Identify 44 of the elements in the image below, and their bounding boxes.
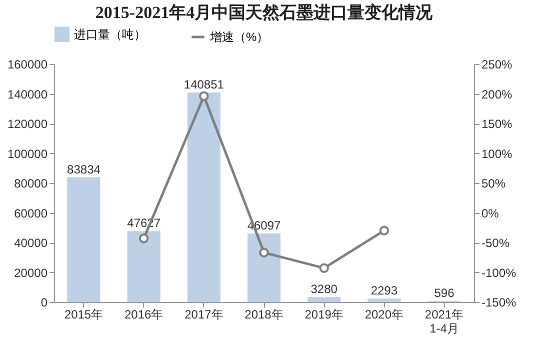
y2-tick-label: 0% bbox=[482, 206, 500, 220]
y2-tick-label: -50% bbox=[482, 236, 510, 250]
y-tick-label: 100000 bbox=[7, 146, 48, 161]
data-label: 83834 bbox=[67, 162, 101, 176]
bar bbox=[187, 92, 220, 302]
x-tick-label: 2016年 bbox=[124, 308, 164, 322]
x-tick-label: 2017年 bbox=[184, 308, 224, 322]
bar bbox=[368, 298, 401, 302]
y2-tick-label: 150% bbox=[482, 117, 513, 131]
y-tick-label: 20000 bbox=[14, 266, 48, 280]
point bbox=[259, 248, 269, 258]
legend-label: 进口量（吨） bbox=[74, 27, 146, 42]
point bbox=[319, 263, 329, 273]
y2-tick-label: -100% bbox=[482, 266, 517, 280]
chart-title: 2015-2021年4月中国天然石墨进口量变化情况 bbox=[95, 3, 434, 22]
data-label: 3280 bbox=[310, 282, 338, 296]
y-tick-label: 80000 bbox=[14, 176, 48, 190]
x-tick-label: 2019年 bbox=[304, 308, 344, 322]
y2-tick-label: 250% bbox=[482, 58, 513, 72]
bar bbox=[67, 177, 100, 302]
bar bbox=[308, 297, 341, 302]
y-tick-label: 0 bbox=[40, 296, 48, 310]
point bbox=[379, 226, 390, 236]
legend-label: 增速（%） bbox=[209, 30, 269, 44]
y2-tick-label: 100% bbox=[482, 146, 513, 161]
y2-tick-label: 200% bbox=[482, 87, 513, 102]
y-tick-label: 60000 bbox=[14, 206, 48, 220]
y-tick-label: 40000 bbox=[14, 236, 48, 250]
y-tick-label: 140000 bbox=[7, 87, 48, 102]
y2-tick-label: 50% bbox=[482, 176, 506, 190]
data-label: 596 bbox=[434, 286, 455, 300]
x-tick-label: 2015年 bbox=[64, 308, 104, 322]
point bbox=[199, 91, 209, 101]
x-tick-label: 2020年 bbox=[364, 308, 404, 322]
x-tick-label: 2021年 1-4月 bbox=[424, 308, 464, 336]
point bbox=[138, 233, 149, 244]
y-tick-label: 120000 bbox=[7, 117, 48, 131]
x-tick-label: 2018年 bbox=[244, 308, 284, 322]
data-label: 2293 bbox=[370, 284, 398, 298]
y-tick-label: 160000 bbox=[7, 58, 48, 72]
y2-tick-label: -150% bbox=[482, 296, 517, 310]
bar bbox=[247, 233, 281, 302]
bar bbox=[127, 231, 160, 302]
data-label: 140851 bbox=[184, 77, 224, 92]
